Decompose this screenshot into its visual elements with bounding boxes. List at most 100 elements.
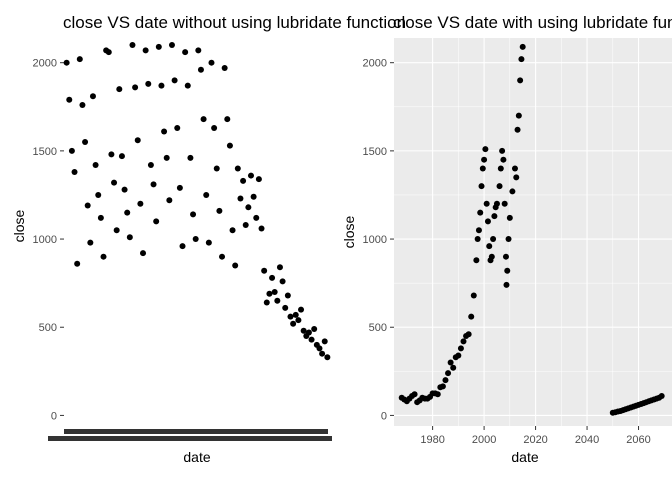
left-y-tick-label: 2000 <box>33 58 57 70</box>
left-data-point <box>168 42 175 49</box>
right-data-point <box>477 209 484 216</box>
left-x-tick-label-blob <box>64 429 328 434</box>
left-y-tick-label: 500 <box>39 322 57 334</box>
left-data-point <box>192 236 199 243</box>
left-data-point <box>179 243 186 250</box>
right-data-point <box>503 281 510 288</box>
left-data-point <box>111 179 118 186</box>
left-data-point <box>211 124 218 131</box>
left-data-point <box>226 142 233 149</box>
right-data-point <box>658 393 665 400</box>
left-data-point <box>171 77 178 84</box>
right-data-point <box>501 200 508 207</box>
left-data-point <box>105 49 112 56</box>
right-data-point <box>442 377 449 384</box>
left-data-point <box>287 313 294 320</box>
left-data-point <box>253 214 260 221</box>
left-data-point <box>316 345 323 352</box>
right-data-point <box>475 227 482 234</box>
left-data-point <box>234 165 241 172</box>
left-y-tick-label: 1000 <box>33 234 57 246</box>
right-data-point <box>482 146 489 153</box>
right-data-point <box>492 204 499 211</box>
left-data-point <box>124 209 131 216</box>
left-data-point <box>155 43 162 50</box>
left-data-point <box>255 176 262 183</box>
right-data-point <box>504 267 511 274</box>
right-x-tick-label: 2040 <box>575 434 599 446</box>
left-data-point <box>190 211 197 218</box>
right-data-point <box>478 183 485 190</box>
left-data-point <box>153 218 160 225</box>
left-data-point <box>121 186 128 193</box>
left-data-point <box>219 253 226 260</box>
left-data-point <box>324 354 331 361</box>
right-data-point <box>445 370 452 377</box>
left-data-point <box>242 221 249 228</box>
right-data-point <box>502 253 509 260</box>
right-y-tick-label: 2000 <box>363 58 387 70</box>
left-data-point <box>100 253 107 260</box>
left-data-point <box>113 227 120 234</box>
left-data-point <box>68 147 75 154</box>
right-data-point <box>450 364 457 371</box>
right-data-point <box>517 77 524 84</box>
left-data-point <box>116 86 123 93</box>
left-x-axis-title: date <box>183 449 210 465</box>
left-data-point <box>147 161 154 168</box>
left-data-point <box>263 299 270 306</box>
right-data-point <box>491 213 498 220</box>
left-data-point <box>292 311 299 318</box>
right-data-point <box>411 391 418 398</box>
right-data-point <box>486 243 493 250</box>
left-data-point <box>118 153 125 160</box>
left-data-point <box>274 297 281 304</box>
left-data-point <box>84 202 91 209</box>
right-y-axis: 0 500 1000 1500 2000 <box>363 58 394 422</box>
right-data-point <box>481 156 488 163</box>
right-x-axis: 1980 2000 2020 2040 2060 <box>420 426 651 446</box>
left-data-point <box>261 267 268 274</box>
left-data-point <box>79 102 86 109</box>
right-data-point <box>506 214 513 221</box>
right-data-point <box>487 257 494 264</box>
left-data-point <box>195 47 202 54</box>
left-data-point <box>240 177 247 184</box>
left-data-point <box>108 151 115 158</box>
left-panel: close VS date without using lubridate fu… <box>11 13 406 465</box>
left-data-point <box>266 290 273 297</box>
left-data-point <box>213 165 220 172</box>
left-data-point <box>269 274 276 281</box>
right-x-tick-label: 2020 <box>523 434 547 446</box>
right-data-point <box>499 147 506 154</box>
left-data-point <box>216 207 223 214</box>
left-y-axis: 0 500 1000 1500 2000 <box>33 58 64 422</box>
left-data-point <box>187 154 194 161</box>
left-data-point <box>95 191 102 198</box>
left-data-point <box>137 200 144 207</box>
right-data-point <box>500 156 507 163</box>
left-y-tick-label: 0 <box>51 410 57 422</box>
right-plot-background <box>394 38 672 426</box>
right-data-point <box>519 43 526 50</box>
left-data-point <box>150 181 157 188</box>
right-data-point <box>518 56 525 63</box>
left-data-point <box>176 184 183 191</box>
right-data-point <box>509 188 516 195</box>
right-y-axis-title: close <box>341 215 357 248</box>
left-data-point <box>247 172 254 179</box>
left-data-point <box>271 288 278 295</box>
right-data-point <box>513 174 520 181</box>
right-y-tick-label: 1500 <box>363 146 387 158</box>
right-x-tick-label: 2000 <box>472 434 496 446</box>
left-data-point <box>82 139 89 146</box>
left-data-point <box>279 278 286 285</box>
left-points <box>63 42 331 361</box>
left-data-point <box>295 317 302 324</box>
right-data-point <box>455 352 462 359</box>
left-data-point <box>66 96 73 103</box>
left-data-point <box>300 327 307 334</box>
left-data-point <box>132 84 139 91</box>
left-data-point <box>284 292 291 299</box>
left-data-point <box>63 59 70 66</box>
